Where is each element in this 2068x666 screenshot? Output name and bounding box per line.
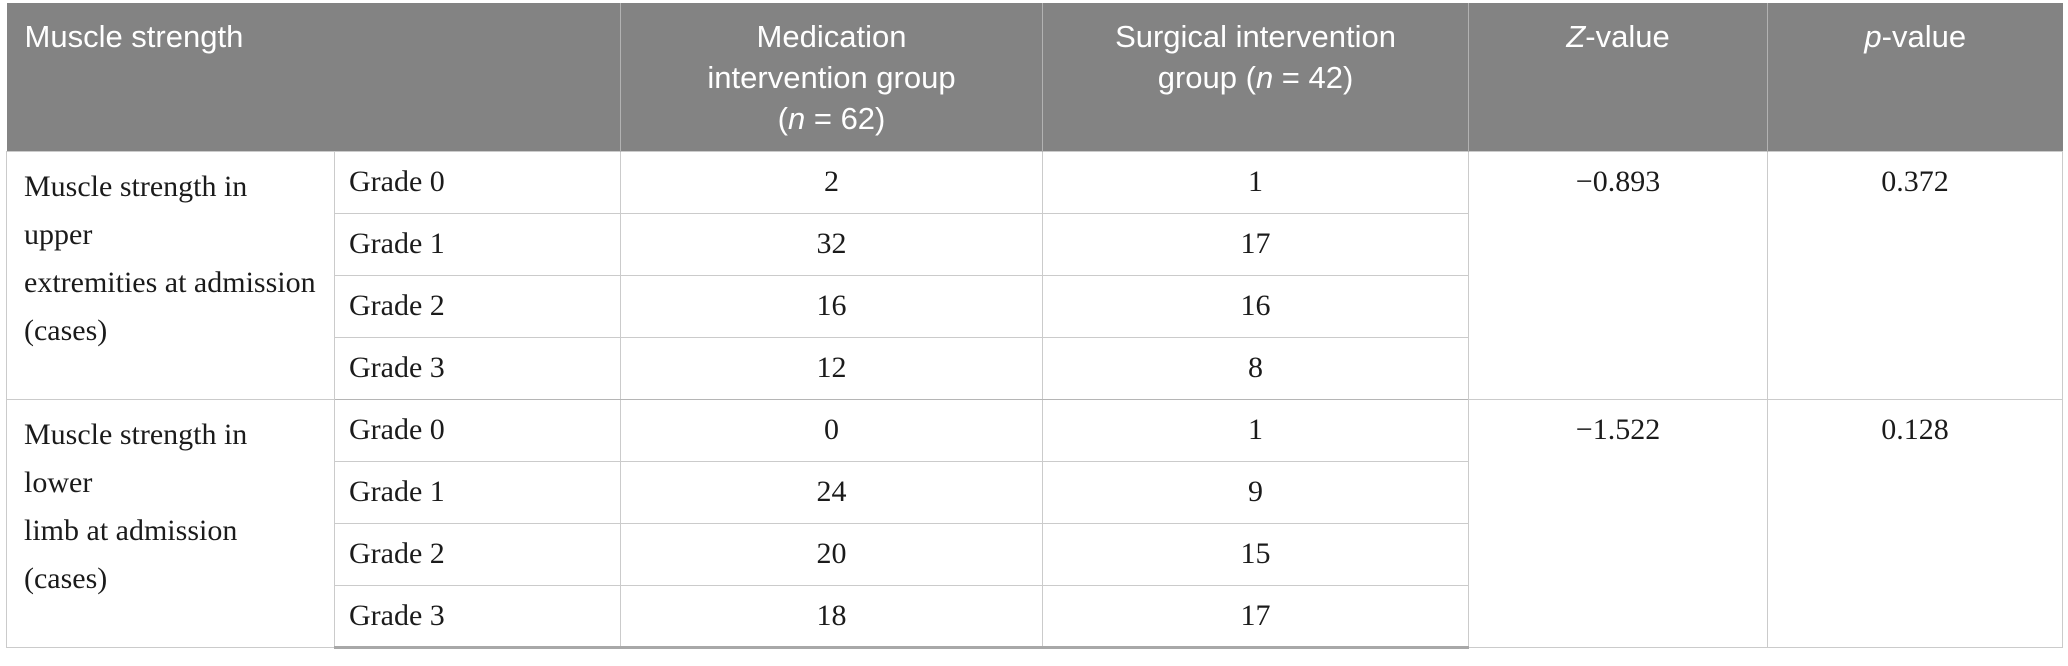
table-row: Muscle strength in lower limb at admissi… xyxy=(6,398,2064,648)
p-value: 0.372 xyxy=(1767,150,2064,400)
surgical-value: 17 xyxy=(1042,212,1470,276)
table-body: Muscle strength in upper extremities at … xyxy=(6,150,2064,649)
table-row: Grade 3 12 8 xyxy=(7,336,2063,400)
surgical-value: 1 xyxy=(1042,398,1470,462)
medication-value: 20 xyxy=(620,522,1044,586)
label-line: (cases) xyxy=(24,313,108,347)
row-label-lower-limb: Muscle strength in lower limb at admissi… xyxy=(6,398,335,648)
italic-p: p xyxy=(1864,19,1882,54)
header-surgical-group: Surgical intervention group (n = 42) xyxy=(1042,3,1469,151)
table-row: Grade 2 20 15 xyxy=(7,522,2063,586)
table-row: Grade 2 16 16 xyxy=(7,274,2063,338)
grade-label: Grade 2 xyxy=(333,274,622,338)
italic-z: Z xyxy=(1566,19,1586,54)
header-medication-line3: (n = 62) xyxy=(777,101,886,136)
header-row: Muscle strength Medication intervention … xyxy=(6,3,2063,151)
surgical-value: 16 xyxy=(1042,274,1470,338)
medication-value: 12 xyxy=(620,336,1044,400)
label-line: Muscle strength in upper xyxy=(24,169,248,251)
surgical-value: 15 xyxy=(1042,522,1470,586)
header-muscle-strength-label: Muscle strength xyxy=(24,19,244,54)
medication-value: 24 xyxy=(620,460,1044,524)
grade-label: Grade 1 xyxy=(333,212,622,276)
muscle-strength-table: Muscle strength Medication intervention … xyxy=(6,3,2064,649)
italic-n: n xyxy=(787,101,806,136)
z-value: −0.893 xyxy=(1468,150,1769,400)
medication-value: 32 xyxy=(620,212,1044,276)
header-z-value: Z-value xyxy=(1468,3,1768,151)
table-row: Grade 1 24 9 xyxy=(7,460,2063,524)
grade-label: Grade 0 xyxy=(333,398,622,462)
grade-label: Grade 1 xyxy=(333,460,622,524)
table-row: Grade 3 18 17 xyxy=(7,584,2063,649)
header-medication-line1: Medication xyxy=(756,19,907,54)
header-medication-line2: intervention group xyxy=(707,60,956,95)
label-line: limb at admission (cases) xyxy=(24,513,238,595)
header-medication-group: Medication intervention group (n = 62) xyxy=(620,3,1043,151)
medication-value: 16 xyxy=(620,274,1044,338)
z-value: −1.522 xyxy=(1468,398,1769,648)
italic-n: n xyxy=(1255,60,1274,95)
header-p-value: p-value xyxy=(1767,3,2063,151)
medication-value: 2 xyxy=(620,150,1044,214)
table-header: Muscle strength Medication intervention … xyxy=(6,3,2063,151)
row-label-upper-extremities: Muscle strength in upper extremities at … xyxy=(6,150,335,400)
p-value: 0.128 xyxy=(1767,398,2064,648)
grade-label: Grade 0 xyxy=(333,150,622,214)
label-line: extremities at admission xyxy=(24,265,316,299)
grade-label: Grade 2 xyxy=(333,522,622,586)
surgical-value: 9 xyxy=(1042,460,1470,524)
surgical-value: 1 xyxy=(1042,150,1470,214)
grade-label: Grade 3 xyxy=(333,584,622,649)
label-line: Muscle strength in lower xyxy=(24,417,248,499)
muscle-strength-table-container: Muscle strength Medication intervention … xyxy=(6,3,2064,649)
surgical-value: 8 xyxy=(1042,336,1470,400)
table-row: Muscle strength in upper extremities at … xyxy=(6,150,2064,400)
medication-value: 18 xyxy=(620,584,1044,649)
surgical-value: 17 xyxy=(1042,584,1470,649)
medication-value: 0 xyxy=(620,398,1044,462)
header-muscle-strength: Muscle strength xyxy=(6,3,621,151)
header-surgical-line1: Surgical intervention xyxy=(1115,19,1396,54)
grade-label: Grade 3 xyxy=(333,336,622,400)
table-row: Grade 1 32 17 xyxy=(7,212,2063,276)
header-surgical-line2: group (n = 42) xyxy=(1157,60,1354,95)
